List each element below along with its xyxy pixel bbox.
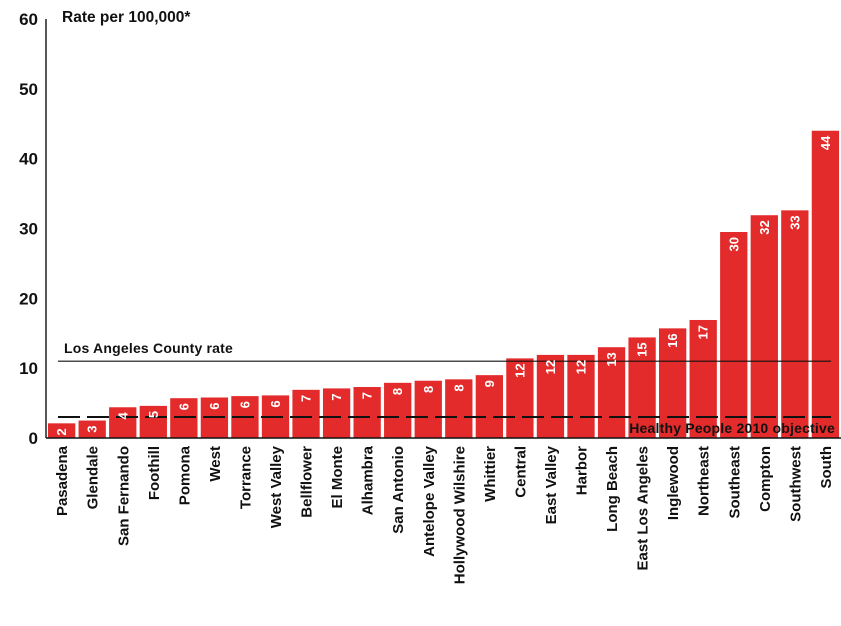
x-tick-label: Long Beach bbox=[604, 446, 621, 532]
bar-pomona bbox=[170, 398, 198, 438]
bar-san-antonio bbox=[384, 382, 412, 438]
data-label: 8 bbox=[421, 386, 436, 393]
data-label: 7 bbox=[299, 395, 314, 402]
y-axis-ticks: 0 10 20 30 40 50 60 bbox=[19, 10, 38, 448]
data-label: 6 bbox=[237, 401, 252, 408]
x-tick-label: West Valley bbox=[268, 445, 285, 528]
bar-harbor bbox=[567, 354, 595, 438]
bar-pasadena bbox=[48, 423, 76, 438]
bar-southwest bbox=[781, 210, 809, 438]
data-label: 7 bbox=[329, 393, 344, 400]
x-tick-label: El Monte bbox=[329, 446, 346, 509]
y-axis-label: Rate per 100,000* bbox=[62, 9, 191, 26]
bar-whittier bbox=[475, 375, 503, 438]
data-label: 8 bbox=[390, 388, 405, 395]
data-label: 2 bbox=[54, 428, 69, 435]
data-label: 8 bbox=[451, 384, 466, 391]
data-label: 13 bbox=[604, 352, 619, 366]
x-tick-label: Harbor bbox=[574, 446, 591, 495]
data-label: 3 bbox=[85, 426, 100, 433]
reference-lines: Los Angeles County rate Healthy People 20… bbox=[58, 340, 835, 436]
x-tick-label: Antelope Valley bbox=[421, 445, 438, 557]
x-tick-label: East Los Angeles bbox=[635, 446, 652, 570]
county-rate-label: Los Angeles County rate bbox=[64, 340, 233, 356]
x-axis-ticks: Pasadena Glendale San Fernando Foothill Pomo… bbox=[54, 445, 835, 584]
x-tick-label: Central bbox=[512, 446, 529, 498]
bar-hollywood-wilshire bbox=[445, 379, 473, 438]
bar-compton bbox=[750, 215, 778, 438]
x-tick-label: West bbox=[207, 446, 224, 482]
data-label: 12 bbox=[512, 363, 527, 377]
data-label: 7 bbox=[360, 392, 375, 399]
data-label: 6 bbox=[268, 400, 283, 407]
x-tick-label: South bbox=[818, 446, 835, 489]
bar-bellflower bbox=[292, 389, 320, 438]
x-tick-label: Bellflower bbox=[299, 446, 316, 518]
x-tick-label: San Fernando bbox=[115, 446, 132, 546]
bar-antelope-valley bbox=[414, 380, 442, 438]
data-label: 6 bbox=[176, 403, 191, 410]
bar-east-valley bbox=[536, 354, 565, 438]
y-tick-label: 60 bbox=[19, 10, 38, 29]
bar-long-beach bbox=[597, 347, 626, 438]
y-tick-label: 0 bbox=[29, 429, 38, 448]
y-tick-label: 50 bbox=[19, 80, 38, 99]
bar-el-monte bbox=[322, 388, 351, 438]
x-tick-label: Northeast bbox=[696, 446, 713, 516]
data-label: 12 bbox=[543, 360, 558, 374]
bar-southeast bbox=[720, 231, 748, 438]
data-label: 30 bbox=[726, 237, 741, 251]
data-label: 33 bbox=[787, 215, 802, 229]
y-tick-label: 30 bbox=[19, 220, 38, 239]
x-tick-label: Inglewood bbox=[665, 446, 682, 520]
bar-central bbox=[506, 358, 534, 438]
data-label: 6 bbox=[207, 402, 222, 409]
y-tick-label: 40 bbox=[19, 150, 38, 169]
x-tick-label: Southeast bbox=[726, 446, 743, 519]
bar-northeast bbox=[689, 319, 717, 438]
x-tick-label: Compton bbox=[757, 446, 774, 512]
data-label: 9 bbox=[482, 380, 497, 387]
bar-alhambra bbox=[353, 387, 381, 438]
data-label: 32 bbox=[757, 220, 772, 234]
healthy-people-objective-label: Healthy People 2010 objective bbox=[629, 420, 835, 436]
bars bbox=[48, 130, 840, 438]
x-tick-label: Southwest bbox=[787, 446, 804, 522]
x-tick-label: Glendale bbox=[85, 446, 102, 509]
x-tick-label: San Antonio bbox=[390, 446, 407, 534]
data-label: 5 bbox=[146, 411, 161, 418]
bar-san-fernando bbox=[109, 407, 137, 438]
bar-foothill bbox=[139, 405, 167, 438]
bar-glendale bbox=[78, 420, 106, 438]
data-label: 15 bbox=[635, 342, 650, 356]
bar-east-los-angeles bbox=[628, 337, 656, 438]
data-label: 44 bbox=[818, 135, 833, 150]
data-label: 12 bbox=[574, 360, 589, 374]
data-label: 17 bbox=[696, 325, 711, 339]
x-tick-label: Foothill bbox=[146, 446, 163, 500]
data-label: 16 bbox=[665, 333, 680, 347]
x-tick-label: Whittier bbox=[482, 446, 499, 502]
data-label: 4 bbox=[115, 412, 130, 420]
x-tick-label: Alhambra bbox=[360, 445, 377, 515]
y-tick-label: 10 bbox=[19, 359, 38, 378]
x-tick-label: Torrance bbox=[237, 446, 254, 509]
bar-south bbox=[811, 130, 840, 438]
x-tick-label: Pasadena bbox=[54, 445, 71, 516]
x-tick-label: Pomona bbox=[176, 445, 193, 505]
bar-inglewood bbox=[659, 328, 687, 438]
x-tick-label: Hollywood Wilshire bbox=[451, 446, 468, 584]
data-labels: 2 3 4 5 6 6 6 6 7 7 7 8 8 8 9 12 12 12 13 15 16 17 30 32 33 44 bbox=[54, 135, 833, 436]
x-tick-label: East Valley bbox=[543, 445, 560, 524]
y-tick-label: 20 bbox=[19, 289, 38, 308]
